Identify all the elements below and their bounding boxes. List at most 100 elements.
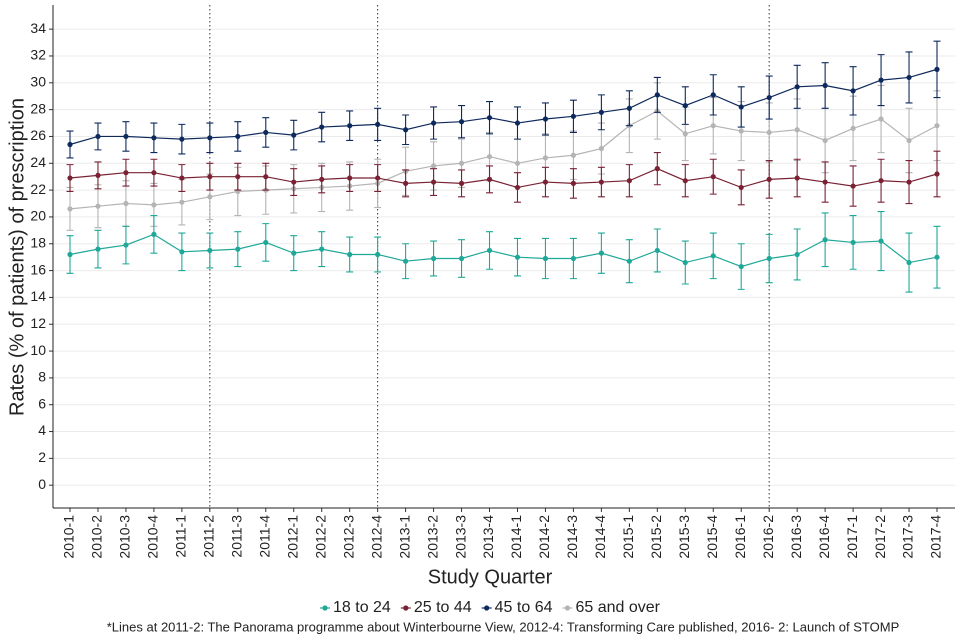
point xyxy=(291,132,297,138)
series xyxy=(66,40,941,159)
point xyxy=(766,176,772,182)
footnote: *Lines at 2011-2: The Panorama programme… xyxy=(107,619,900,634)
point xyxy=(878,238,884,244)
point xyxy=(738,184,744,191)
legend-marker xyxy=(484,605,490,611)
x-tick-label: 2010-4 xyxy=(145,515,161,559)
legend-item: 65 and over xyxy=(562,599,661,616)
x-tick-label: 2014-3 xyxy=(564,515,580,559)
legend-label: 25 to 44 xyxy=(414,599,472,616)
point xyxy=(347,251,353,258)
series-line xyxy=(69,167,938,189)
point xyxy=(710,174,716,180)
y-tick-label: 2 xyxy=(38,449,46,465)
point xyxy=(822,237,828,243)
point xyxy=(486,115,493,121)
point xyxy=(850,183,856,189)
point xyxy=(514,184,521,191)
point xyxy=(794,175,800,181)
point xyxy=(430,120,437,126)
series xyxy=(66,211,941,293)
point xyxy=(123,242,129,248)
point xyxy=(738,104,744,110)
point xyxy=(375,251,381,258)
point xyxy=(95,246,101,252)
point xyxy=(738,128,744,134)
point xyxy=(123,170,129,176)
point xyxy=(598,145,604,152)
point xyxy=(542,155,549,161)
point xyxy=(934,66,940,72)
x-tick-label: 2013-2 xyxy=(424,515,440,559)
legend-item: 25 to 44 xyxy=(400,599,472,616)
point xyxy=(207,174,213,180)
y-tick-label: 8 xyxy=(38,369,46,385)
y-tick-label: 22 xyxy=(30,181,46,197)
point xyxy=(403,258,409,264)
point xyxy=(682,131,688,137)
y-tick-label: 20 xyxy=(30,208,46,224)
y-tick-label: 28 xyxy=(30,100,46,116)
point xyxy=(738,263,744,270)
x-tick-label: 2014-4 xyxy=(592,515,608,559)
point xyxy=(263,129,269,136)
x-tick-label: 2012-4 xyxy=(368,515,384,559)
point xyxy=(766,255,772,262)
x-tick-label: 2015-4 xyxy=(704,515,720,559)
x-tick-label: 2011-1 xyxy=(173,515,189,558)
point xyxy=(878,178,884,184)
point xyxy=(430,163,437,169)
point xyxy=(598,109,604,115)
x-tick-label: 2012-1 xyxy=(284,515,300,559)
point xyxy=(626,258,632,264)
point xyxy=(179,249,185,255)
point xyxy=(319,246,325,252)
point xyxy=(347,175,353,181)
y-tick-label: 6 xyxy=(38,395,46,411)
point xyxy=(458,180,465,186)
point xyxy=(151,170,157,176)
y-tick-label: 12 xyxy=(30,315,46,331)
point xyxy=(822,179,828,185)
point xyxy=(570,180,577,186)
point xyxy=(710,253,716,259)
point xyxy=(67,175,73,181)
point xyxy=(207,194,213,200)
point xyxy=(347,123,353,129)
point xyxy=(822,137,828,144)
x-tick-label: 2011-2 xyxy=(201,515,217,558)
point xyxy=(514,254,521,260)
point xyxy=(375,121,381,127)
point xyxy=(263,239,269,246)
x-tick-label: 2013-3 xyxy=(452,515,468,559)
x-tick-label: 2016-4 xyxy=(816,515,832,559)
point xyxy=(403,127,409,133)
point xyxy=(850,125,856,132)
point xyxy=(626,105,632,111)
y-tick-label: 16 xyxy=(30,261,46,277)
series xyxy=(66,150,941,207)
legend-label: 18 to 24 xyxy=(333,599,391,616)
plot-area xyxy=(66,40,941,293)
legend-item: 18 to 24 xyxy=(320,599,391,616)
point xyxy=(458,255,465,262)
x-tick-label: 2016-3 xyxy=(788,515,804,559)
point xyxy=(458,160,465,166)
x-tick-label: 2010-1 xyxy=(61,515,77,559)
point xyxy=(682,103,688,109)
point xyxy=(375,175,381,181)
x-tick-label: 2015-3 xyxy=(676,515,692,559)
point xyxy=(570,113,577,119)
point xyxy=(570,152,577,158)
legend-marker xyxy=(322,605,328,611)
y-tick-label: 0 xyxy=(38,476,46,492)
point xyxy=(934,254,940,260)
point xyxy=(626,178,632,184)
point xyxy=(179,175,185,181)
point xyxy=(486,176,493,182)
series xyxy=(66,82,941,231)
point xyxy=(319,176,325,182)
point xyxy=(95,172,101,178)
x-axis-title: Study Quarter xyxy=(428,566,553,588)
x-tick-label: 2013-4 xyxy=(480,515,496,559)
